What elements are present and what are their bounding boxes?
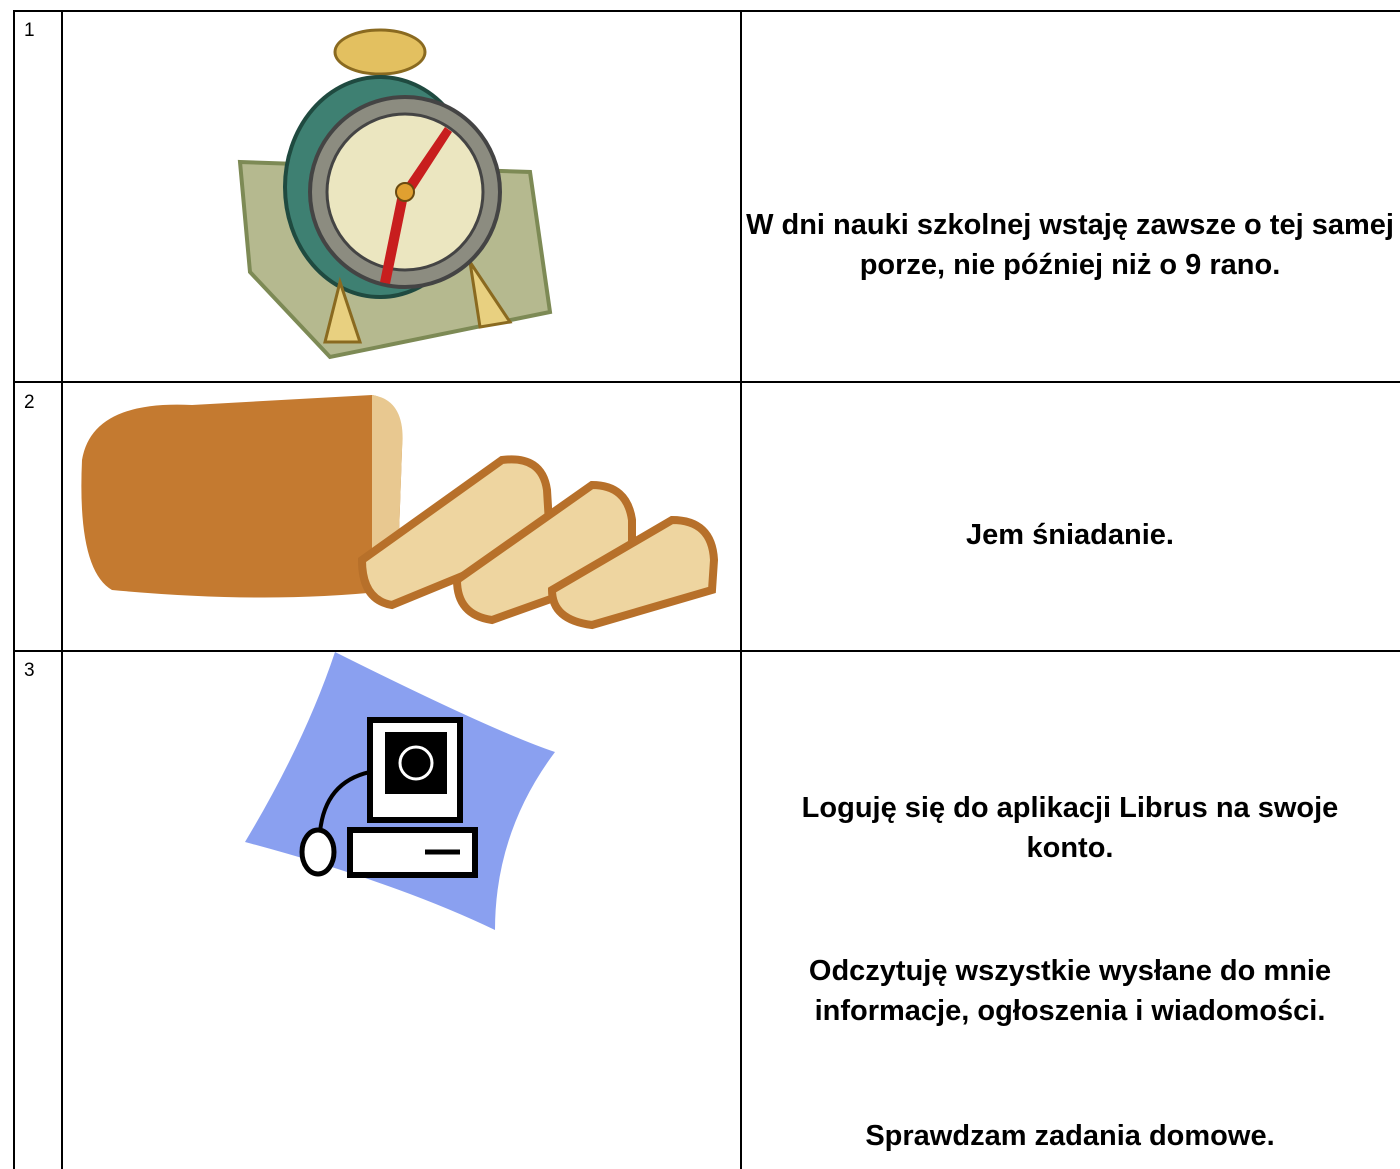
clock-image — [237, 28, 553, 360]
row-number: 1 — [24, 20, 35, 41]
border — [13, 650, 1400, 652]
border — [13, 10, 1400, 12]
cell-text: Loguję się do aplikacji Librus na swoje … — [801, 792, 1339, 864]
border — [13, 10, 15, 1169]
cell-text: Odczytuję wszystkie wysłane do mnie info… — [808, 955, 1332, 1027]
row-number: 2 — [24, 392, 35, 413]
bread-image — [81, 395, 719, 630]
row-number: 3 — [24, 660, 35, 681]
cell-text: Sprawdzam zadania domowe. — [865, 1120, 1275, 1152]
border — [740, 10, 742, 1169]
border — [13, 381, 1400, 383]
cell-text: Jem śniadanie. — [966, 519, 1174, 551]
computer-image — [245, 652, 555, 930]
cell-text: W dni nauki szkolnej wstaję zawsze o tej… — [746, 209, 1394, 281]
border — [61, 10, 63, 1169]
